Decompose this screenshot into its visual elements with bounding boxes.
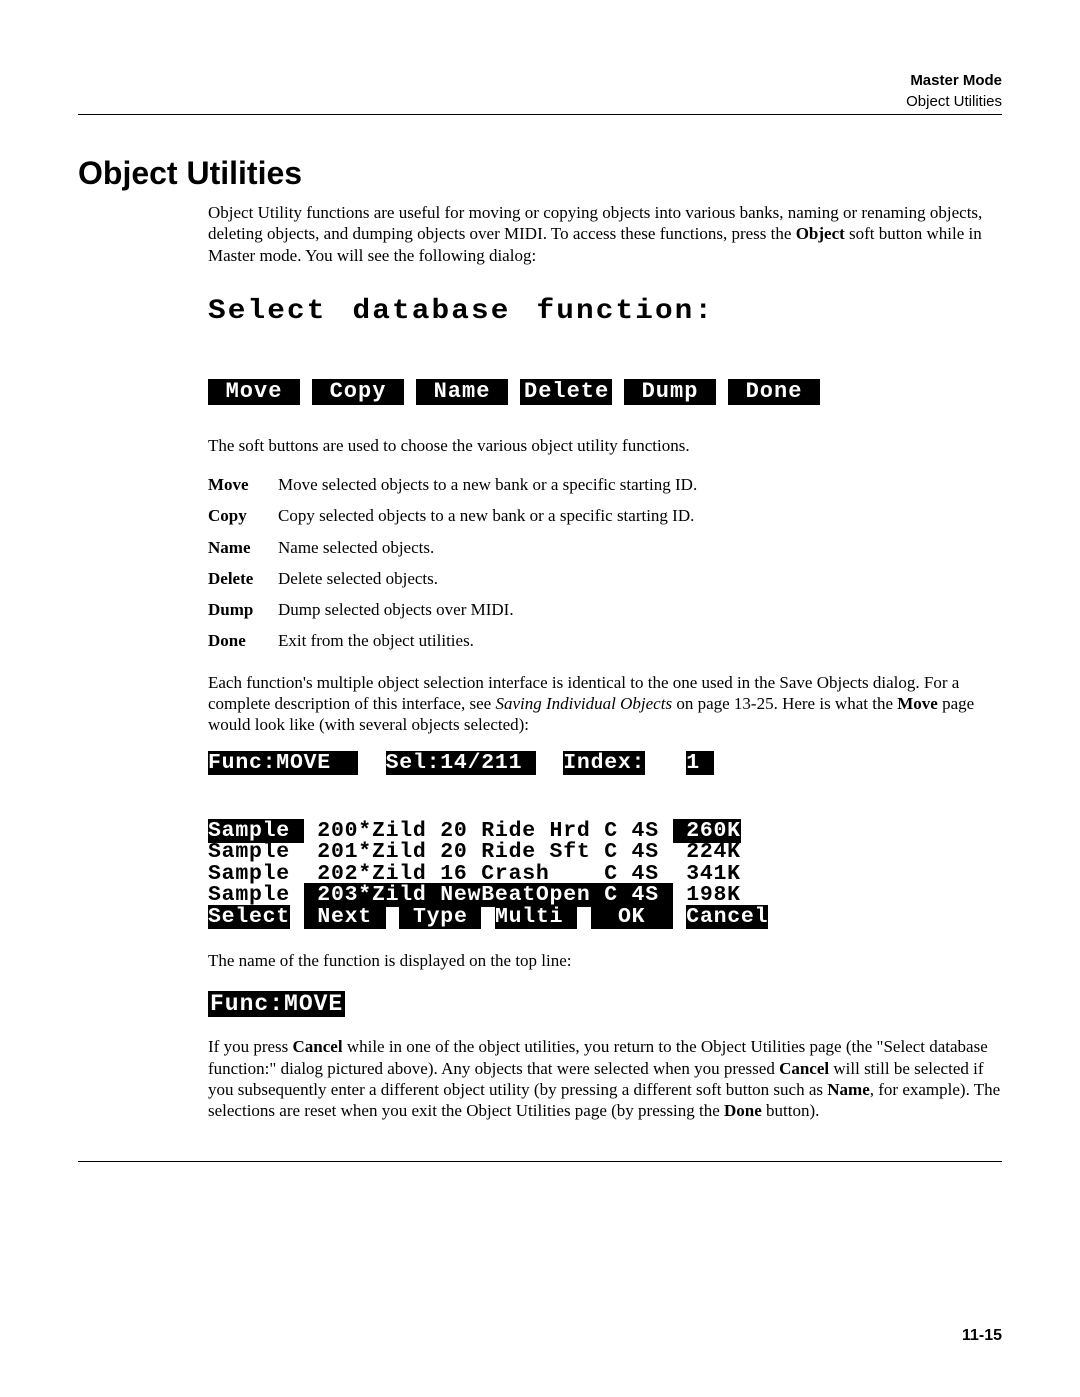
row-type: Sample xyxy=(208,819,304,843)
body-column: Object Utility functions are useful for … xyxy=(208,202,1002,1121)
lcd-dialog-1: Select database function: Move Copy Name… xyxy=(208,294,1002,405)
lcd-row: Sample 201*Zild 20 Ride Sft C 4S 224K xyxy=(208,842,1002,864)
row-size: 224K xyxy=(673,840,741,864)
row-size: 198K xyxy=(673,883,741,907)
def-term: Done xyxy=(208,630,278,651)
gap xyxy=(358,751,385,775)
header-subtitle: Object Utilities xyxy=(78,93,1002,110)
text: If you press xyxy=(208,1037,293,1056)
gap xyxy=(645,751,686,775)
page-title: Object Utilities xyxy=(78,155,1002,192)
lcd-bottom-row: Select Next Type Multi OK Cancel xyxy=(208,907,1002,929)
soft-button-multi[interactable]: Multi xyxy=(495,905,577,929)
row-name: 200*Zild 20 Ride Hrd C 4S xyxy=(304,819,673,843)
after-lcd2-text: The name of the function is displayed on… xyxy=(208,950,1002,971)
func-label: Func:MOVE xyxy=(208,991,345,1017)
def-term: Move xyxy=(208,474,278,495)
soft-button-cancel[interactable]: Cancel xyxy=(686,905,768,929)
def-desc: Dump selected objects over MIDI. xyxy=(278,599,1002,620)
soft-button-type[interactable]: Type xyxy=(399,905,481,929)
index-value: 1 xyxy=(686,751,713,775)
def-row: Delete Delete selected objects. xyxy=(208,568,1002,589)
gap xyxy=(673,905,687,929)
lcd-top-line: Func:MOVE Sel:14/211 Index: 1 xyxy=(208,753,1002,775)
def-row: Dump Dump selected objects over MIDI. xyxy=(208,599,1002,620)
lcd-row: Sample 200*Zild 20 Ride Hrd C 4S 260K xyxy=(208,821,1002,843)
intro-paragraph: Object Utility functions are useful for … xyxy=(208,202,1002,266)
def-desc: Delete selected objects. xyxy=(278,568,1002,589)
bold-cancel: Cancel xyxy=(293,1037,343,1056)
def-row: Copy Copy selected objects to a new bank… xyxy=(208,505,1002,526)
mid-paragraph: Each function's multiple object selectio… xyxy=(208,672,1002,736)
def-term: Copy xyxy=(208,505,278,526)
row-type: Sample xyxy=(208,840,304,864)
bold-cancel: Cancel xyxy=(779,1059,829,1078)
gap xyxy=(536,751,563,775)
after-lcd1-text: The soft buttons are used to choose the … xyxy=(208,435,1002,456)
row-name: 201*Zild 20 Ride Sft C 4S xyxy=(304,840,673,864)
divider-top xyxy=(78,114,1002,115)
row-size: 341K xyxy=(673,862,741,886)
row-type: Sample xyxy=(208,862,304,886)
lcd-gap xyxy=(208,775,1002,821)
lcd-row: Sample 202*Zild 16 Crash C 4S 341K xyxy=(208,864,1002,886)
func-label: Func:MOVE xyxy=(208,751,358,775)
def-desc: Copy selected objects to a new bank or a… xyxy=(278,505,1002,526)
def-row: Done Exit from the object utilities. xyxy=(208,630,1002,651)
gap xyxy=(481,905,495,929)
divider-bottom xyxy=(78,1161,1002,1162)
header-mode: Master Mode xyxy=(78,72,1002,89)
soft-button-ok[interactable]: OK xyxy=(591,905,673,929)
def-row: Move Move selected objects to a new bank… xyxy=(208,474,1002,495)
row-name: 203*Zild NewBeatOpen C 4S xyxy=(304,883,673,907)
soft-button-move[interactable]: Move xyxy=(208,379,300,405)
gap xyxy=(577,905,591,929)
index-label: Index: xyxy=(563,751,645,775)
def-desc: Exit from the object utilities. xyxy=(278,630,1002,651)
lcd-dialog-3: Func:MOVE xyxy=(208,990,1002,1019)
def-desc: Move selected objects to a new bank or a… xyxy=(278,474,1002,495)
soft-button-dump[interactable]: Dump xyxy=(624,379,716,405)
bold-object: Object xyxy=(796,224,845,243)
bold-name: Name xyxy=(827,1080,869,1099)
soft-button-next[interactable]: Next xyxy=(304,905,386,929)
soft-button-copy[interactable]: Copy xyxy=(312,379,404,405)
row-name: 202*Zild 16 Crash C 4S xyxy=(304,862,673,886)
row-size: 260K xyxy=(673,819,741,843)
bold-move: Move xyxy=(897,694,938,713)
italic-ref: Saving Individual Objects xyxy=(495,694,672,713)
def-row: Name Name selected objects. xyxy=(208,537,1002,558)
final-paragraph: If you press Cancel while in one of the … xyxy=(208,1036,1002,1121)
soft-button-name[interactable]: Name xyxy=(416,379,508,405)
soft-button-delete[interactable]: Delete xyxy=(520,379,612,405)
page: Master Mode Object Utilities Object Util… xyxy=(0,0,1080,1222)
lcd-dialog-2: Func:MOVE Sel:14/211 Index: 1 Sample 200… xyxy=(208,753,1002,928)
def-desc: Name selected objects. xyxy=(278,537,1002,558)
definitions-table: Move Move selected objects to a new bank… xyxy=(208,474,1002,652)
soft-button-select[interactable]: Select xyxy=(208,905,290,929)
soft-button-row: Move Copy Name Delete Dump Done xyxy=(208,379,1002,405)
text: on page 13-25. Here is what the xyxy=(672,694,897,713)
soft-button-done[interactable]: Done xyxy=(728,379,820,405)
text: button). xyxy=(762,1101,820,1120)
lcd-title: Select database function: xyxy=(208,294,1042,329)
def-term: Name xyxy=(208,537,278,558)
sel-label: Sel:14/211 xyxy=(386,751,536,775)
row-type: Sample xyxy=(208,883,304,907)
gap xyxy=(290,905,304,929)
bold-done: Done xyxy=(724,1101,762,1120)
page-header: Master Mode Object Utilities xyxy=(78,72,1002,110)
gap xyxy=(386,905,400,929)
page-number: 11-15 xyxy=(962,1327,1002,1345)
lcd-row: Sample 203*Zild NewBeatOpen C 4S 198K xyxy=(208,885,1002,907)
def-term: Delete xyxy=(208,568,278,589)
def-term: Dump xyxy=(208,599,278,620)
